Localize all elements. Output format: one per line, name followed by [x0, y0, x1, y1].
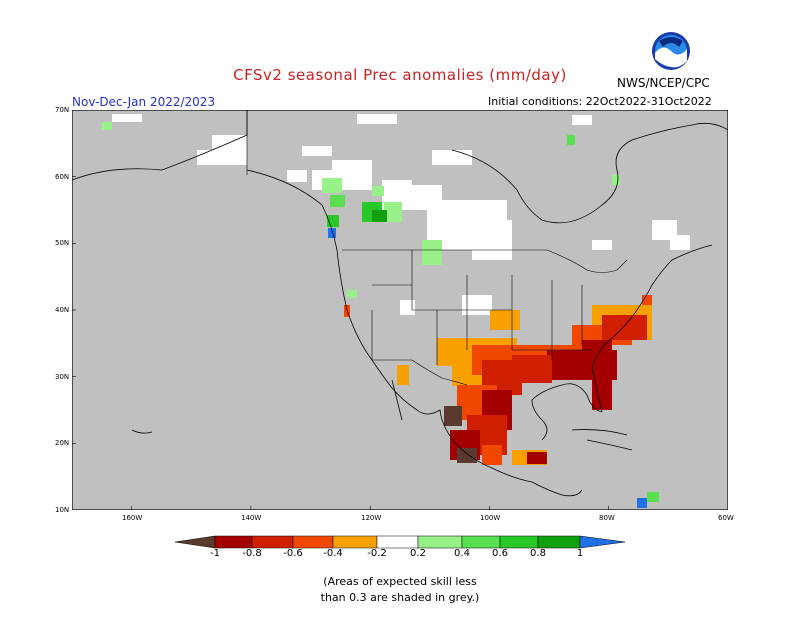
colorbar-label: -0.2 — [367, 548, 387, 559]
lat-label: 20N — [55, 439, 70, 447]
colorbar-label: 1 — [576, 548, 584, 559]
lat-label: 50N — [55, 239, 70, 247]
lat-label: 40N — [55, 306, 70, 314]
lat-label: 10N — [55, 506, 70, 514]
colorbar-swatch — [292, 535, 334, 549]
lon-label: 120W — [361, 514, 382, 522]
colorbar-swatch — [499, 535, 539, 549]
skill-note-line2: than 0.3 are shaded in grey.) — [320, 591, 480, 604]
lat-label: 30N — [55, 373, 70, 381]
graticule-ticks — [72, 110, 610, 510]
colorbar-label: -0.4 — [323, 548, 343, 559]
colorbar-swatch — [537, 535, 581, 549]
coastlines — [72, 110, 728, 497]
noaa-logo-icon — [652, 32, 690, 70]
colorbar-label: 0.4 — [454, 548, 470, 559]
colorbar-label: 0.2 — [410, 548, 426, 559]
lat-label: 60N — [55, 173, 70, 181]
colorbar-swatch — [332, 535, 378, 549]
lon-label: 140W — [241, 514, 262, 522]
colorbar-swatch — [251, 535, 294, 549]
colorbar-swatch — [417, 535, 463, 549]
lon-label: 100W — [480, 514, 501, 522]
colorbar-swatch — [579, 535, 626, 549]
lon-label: 160W — [122, 514, 143, 522]
colorbar-label: -0.6 — [283, 548, 303, 559]
lon-label: 80W — [599, 514, 615, 522]
colorbar-swatch — [174, 535, 216, 549]
lat-label: 70N — [55, 106, 70, 114]
colorbar-swatch — [214, 535, 253, 549]
colorbar-label: -1 — [210, 548, 220, 559]
skill-note-line1: (Areas of expected skill less — [323, 575, 477, 588]
colorbar-label: -0.8 — [242, 548, 262, 559]
org-label: NWS/NCEP/CPC — [617, 76, 710, 90]
season-label: Nov-Dec-Jan 2022/2023 — [72, 95, 216, 109]
colorbar-label: 0.8 — [530, 548, 546, 559]
colorbar — [174, 535, 626, 549]
colorbar-label: 0.6 — [492, 548, 508, 559]
initial-conditions-label: Initial conditions: 22Oct2022-31Oct2022 — [488, 95, 712, 108]
political-borders — [246, 110, 628, 386]
map-title: CFSv2 seasonal Prec anomalies (mm/day) — [233, 66, 567, 84]
precip-anomaly-map — [72, 110, 728, 510]
colorbar-swatch — [461, 535, 501, 549]
colorbar-swatch — [376, 535, 419, 549]
positive-anomaly-regions — [102, 122, 659, 508]
lon-label: 60W — [718, 514, 734, 522]
negative-anomaly-regions — [344, 295, 652, 465]
